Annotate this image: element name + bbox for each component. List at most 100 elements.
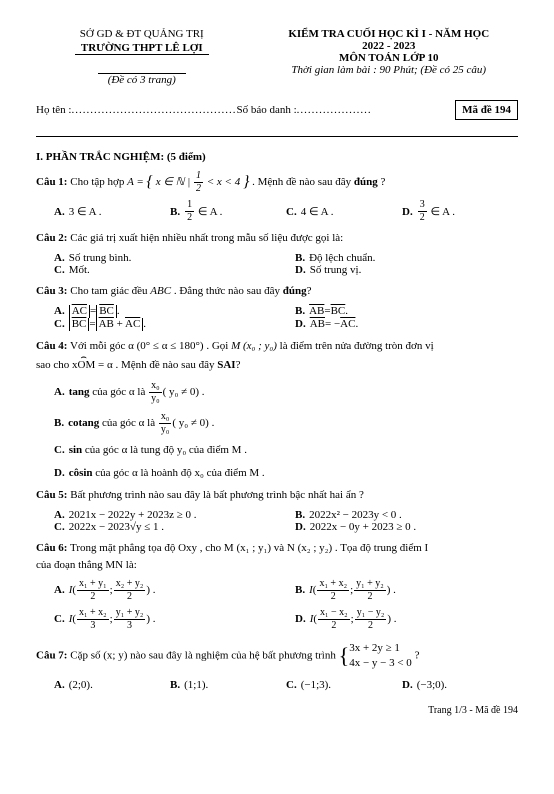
q2-opt-c: C.Mốt. [36, 264, 277, 276]
q4-bf1: x₀ [159, 412, 172, 424]
q4-options: A.tang của góc α là x₀y₀( y₀ ≠ 0) . B.co… [36, 381, 518, 481]
q7-opt-c: C.(−1;3). [286, 679, 402, 691]
q4-label: Câu 4: [36, 340, 67, 352]
q1-text4: ? [378, 176, 386, 188]
q1-opt-c: C.4 ∈ A . [286, 200, 402, 223]
q2-label: Câu 2: [36, 232, 67, 244]
exam-title-1: KIỂM TRA CUỐI HỌC KÌ I - NĂM HỌC [260, 28, 519, 40]
q7-t2: ? [415, 649, 420, 661]
question-4: Câu 4: Với mỗi góc α (0° ≤ α ≤ 180°) . G… [36, 339, 518, 354]
q6-opt-b: B.I ( x₁ + x₂2 ; y₁ + y₂2 ) . [277, 579, 518, 602]
q6-opt-c: C.I ( x₁ + x₂3 ; y₁ + y₂3 ) . [36, 608, 277, 631]
q3-t2: ABC [150, 285, 171, 297]
q1-text3: đúng [354, 176, 378, 188]
exam-page: SỞ GD & ĐT QUẢNG TRỊ TRƯỜNG THPT LÊ LỢI … [0, 0, 554, 736]
name-row: Họ tên : ...............................… [36, 100, 518, 120]
q2-d-text: Số trung vị. [310, 264, 362, 276]
q1-b-text: ∈ A . [198, 205, 223, 218]
q3-opt-c: C.BC = AB + AC . [36, 318, 277, 331]
q7-s2: 4x − y − 3 < 0 [349, 657, 412, 669]
q4-b1: cotang [68, 417, 99, 429]
subject-line: MÔN TOÁN LỚP 10 [260, 52, 519, 64]
q7-b: (1;1). [184, 679, 208, 691]
q3-t4: đúng [283, 285, 307, 297]
q4-b2: của góc α là [99, 417, 158, 429]
q6-line2: của đoạn thẳng MN là: [36, 558, 518, 573]
q4-d1: côsin [69, 467, 93, 479]
q4-opt-c: C.sin của góc α là tung độ y₀ của điểm M… [54, 443, 518, 458]
q4-t2: M (x₀ ; y₀) [231, 340, 277, 352]
q4-opt-a: A.tang của góc α là x₀y₀( y₀ ≠ 0) . [54, 381, 518, 404]
q2-options: A.Số trung bình. B.Độ lệch chuẩn. C.Mốt.… [36, 252, 518, 276]
q1-d-text: ∈ A . [430, 205, 455, 218]
q4-t3: là điểm trên nửa đường tròn đơn vị [277, 340, 434, 352]
q3-t5: ? [307, 285, 312, 297]
q3-opt-a: A.AC = BC . [36, 305, 277, 318]
sbd-dots: .................... [297, 104, 372, 116]
q3-opt-b: B.AB = BC . [277, 305, 518, 318]
q1-d-den: 2 [418, 212, 427, 223]
q4-d2: của góc α là hoành độ x₀ của điểm M . [93, 467, 265, 479]
q2-opt-b: B.Độ lệch chuẩn. [277, 252, 518, 264]
q2-opt-a: A.Số trung bình. [36, 252, 277, 264]
page-count: (Đề có 3 trang) [98, 73, 186, 86]
q7-c: (−1;3). [301, 679, 331, 691]
q5-b: 2022x² − 2023y < 0 . [309, 509, 402, 521]
q7-opt-b: B.(1;1). [170, 679, 286, 691]
q5-c: 2022x − 2023√y ≤ 1 . [69, 521, 164, 533]
q4-af2: y₀ [149, 393, 162, 404]
q4-c1: sin [69, 444, 82, 456]
name-dots: ........................................… [71, 104, 236, 116]
q2-text: Các giá trị xuất hiện nhiều nhất trong m… [70, 232, 343, 244]
q4-t8: ? [236, 359, 241, 371]
school-name-text: TRƯỜNG THPT LÊ LỢI [75, 42, 209, 55]
q5-d: 2022x − 0y + 2023 ≥ 0 . [310, 521, 416, 533]
header-left: SỞ GD & ĐT QUẢNG TRỊ TRƯỜNG THPT LÊ LỢI … [36, 28, 248, 86]
q7-system: 3x + 2y ≥ 1 4x − y − 3 < 0 [349, 639, 412, 673]
q5-opt-a: A.2021x − 2022y + 2023z ≥ 0 . [36, 509, 277, 521]
q6-opt-a: A.I ( x₁ + y₁2 ; x₂ + y₂2 ) . [36, 579, 277, 602]
q4-t6: = α . Mệnh đề nào sau đây [95, 359, 217, 371]
q2-c-text: Mốt. [69, 264, 90, 276]
q5-opt-b: B.2022x² − 2023y < 0 . [277, 509, 518, 521]
q4-c2: của góc α là tung độ y₀ của điểm M . [82, 444, 247, 456]
q1-opt-a: A.3 ∈ A . [54, 200, 170, 223]
q5-label: Câu 5: [36, 489, 67, 501]
q4-b3: ( y₀ ≠ 0) . [172, 417, 214, 429]
q7-opt-d: D.(−3;0). [402, 679, 518, 691]
q1-options: A.3 ∈ A . B.12 ∈ A . C.4 ∈ A . D.32 ∈ A … [36, 200, 518, 223]
q4-a2: của góc α là [89, 386, 148, 398]
q3-t1: Cho tam giác đều [70, 285, 150, 297]
q1-text2: . Mệnh đề nào sau đây [252, 176, 354, 188]
q4-t5: xOM [72, 358, 95, 373]
q3-label: Câu 3: [36, 285, 67, 297]
q3-opt-d: D.AB = −AC . [277, 318, 518, 331]
q4-t4: sao cho [36, 359, 72, 371]
q2-b-text: Độ lệch chuẩn. [309, 252, 375, 264]
q7-d: (−3;0). [417, 679, 447, 691]
q1-text1: Cho tập hợp [70, 176, 127, 188]
q4-line2: sao cho xOM = α . Mệnh đề nào sau đây SA… [36, 358, 518, 373]
q5-opt-d: D.2022x − 0y + 2023 ≥ 0 . [277, 521, 518, 533]
q7-a: (2;0). [69, 679, 93, 691]
q3-options: A.AC = BC . B.AB = BC . C.BC = AB + AC .… [36, 305, 518, 331]
q7-t1: Cặp số (x; y) nào sau đây là nghiệm của … [70, 649, 338, 661]
q4-af1: x₀ [149, 381, 162, 393]
q2-opt-d: D.Số trung vị. [277, 264, 518, 276]
q4-a1: tang [69, 386, 90, 398]
q7-label: Câu 7: [36, 649, 67, 661]
header-right: KIỂM TRA CUỐI HỌC KÌ I - NĂM HỌC 2022 - … [260, 28, 519, 86]
q7-options: A.(2;0). B.(1;1). C.(−1;3). D.(−3;0). [36, 679, 518, 691]
header: SỞ GD & ĐT QUẢNG TRỊ TRƯỜNG THPT LÊ LỢI … [36, 28, 518, 86]
q1-a-text: 3 ∈ A . [69, 205, 102, 218]
q6-label: Câu 6: [36, 542, 67, 554]
question-1: Câu 1: Cho tập hợp A = { x ∈ ℕ | 12 < x … [36, 171, 518, 194]
q6-opt-d: D.I ( x₁ − x₂2 ; y₁ − y₂2 ) . [277, 608, 518, 631]
q5-text: Bất phương trình nào sau đây là bất phươ… [70, 489, 364, 501]
q4-opt-d: D.côsin của góc α là hoành độ x₀ của điể… [54, 466, 518, 481]
question-5: Câu 5: Bất phương trình nào sau đây là b… [36, 488, 518, 503]
question-7: Câu 7: Cặp số (x; y) nào sau đây là nghi… [36, 639, 518, 673]
q5-options: A.2021x − 2022y + 2023z ≥ 0 . B.2022x² −… [36, 509, 518, 533]
section-title-text: I. PHẦN TRẮC NGHIỆM: (5 điểm) [36, 151, 206, 163]
school-name: TRƯỜNG THPT LÊ LỢI [36, 40, 248, 55]
